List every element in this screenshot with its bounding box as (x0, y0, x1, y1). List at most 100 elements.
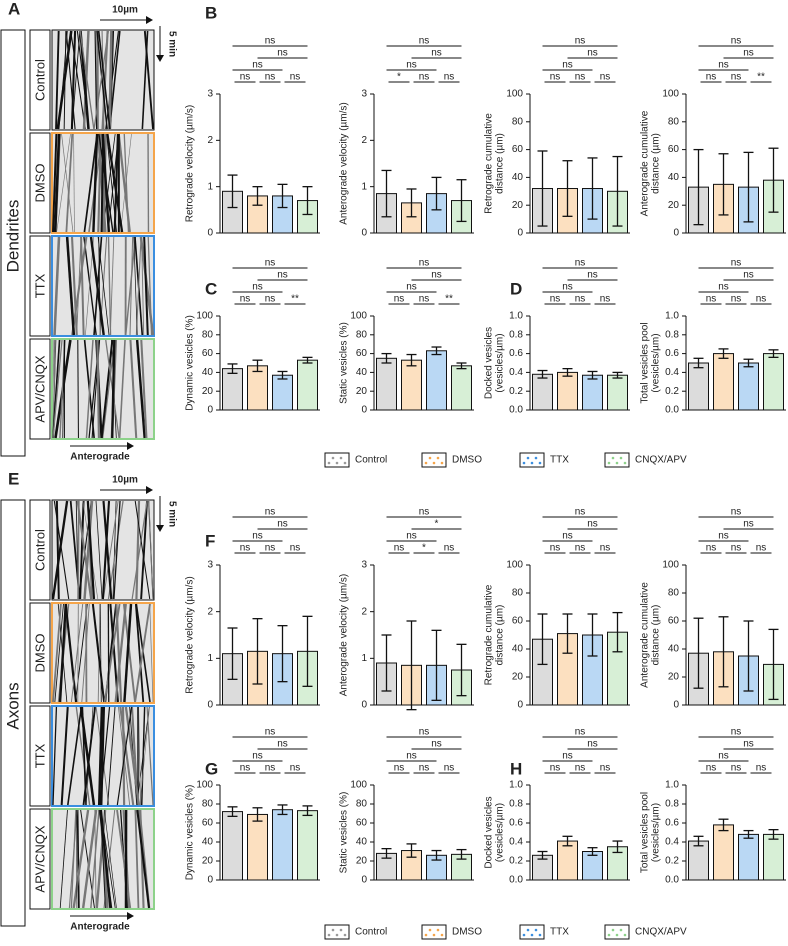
y-tick-label: 0 (517, 700, 523, 711)
error-bar (431, 849, 442, 861)
y-tick-label: 80 (668, 588, 680, 599)
significance-label: ns (562, 60, 573, 71)
kymograph-trace (141, 706, 146, 806)
legend-dot (440, 461, 444, 465)
kymograph-trace (67, 706, 83, 806)
significance-label: ns (394, 543, 405, 554)
y-tick-label: 1 (361, 653, 367, 664)
kymograph-trace (62, 339, 65, 439)
y-tick-label: 60 (512, 616, 524, 627)
significance-label: ns (706, 294, 717, 305)
legend-dot (615, 461, 619, 465)
legend-dot (623, 461, 627, 465)
error-bar (431, 629, 442, 701)
error-bar (768, 829, 779, 840)
legend-swatch (604, 924, 630, 940)
y-tick-label: 20 (202, 386, 214, 397)
y-tick-label: 80 (356, 799, 368, 810)
significance-label: ns (575, 507, 586, 518)
kymograph-trace (73, 133, 75, 233)
error-bar (743, 151, 754, 223)
y-tick-label: 40 (512, 172, 524, 183)
kymograph-trace (83, 133, 98, 233)
legend-dot (534, 456, 538, 460)
significance-label: ns (431, 270, 442, 281)
kymograph-trace (136, 809, 151, 909)
y-axis-label: Anterograde cumulative (640, 110, 651, 216)
error-bar (252, 186, 263, 206)
significance-label: ns (252, 282, 263, 293)
kymograph-trace (96, 30, 108, 130)
kymograph-trace (70, 236, 78, 336)
significance-label: ns (419, 294, 430, 305)
kymograph-trace (102, 500, 119, 600)
error-bar (743, 358, 754, 368)
legend-dot (428, 928, 432, 932)
significance-label: ns (743, 739, 754, 750)
region-box (0, 499, 26, 927)
significance-label: ns (277, 48, 288, 59)
bar (247, 365, 268, 411)
arrow-head (146, 16, 153, 24)
error-bar (302, 186, 313, 216)
y-axis-label: Retrograde velocity (µm/s) (185, 576, 196, 693)
bar (532, 373, 553, 411)
significance-label: ns (406, 751, 417, 762)
significance-label: ns (756, 763, 767, 774)
y-tick-label: 0.6 (509, 818, 523, 829)
significance-label: ns (731, 507, 742, 518)
significance-label: ns (550, 543, 561, 554)
condition-box (29, 338, 51, 440)
significance-label: ns (731, 258, 742, 269)
significance-label: ns (444, 72, 455, 83)
significance-label: ns (265, 294, 276, 305)
y-tick-label: 1.0 (665, 780, 679, 791)
kymograph-trace (95, 809, 107, 909)
arrow-head (156, 55, 164, 62)
legend-dot (615, 933, 619, 937)
y-axis-label: Docked vesicles (484, 327, 495, 399)
condition-box (29, 29, 51, 131)
kymograph-trace (53, 133, 61, 233)
y-axis-label: (vesicles/µm) (495, 333, 506, 392)
y-tick-label: 0 (673, 228, 679, 239)
error-bar (406, 843, 417, 858)
kymograph-trace (55, 30, 60, 130)
legend-dot (526, 928, 530, 932)
kymograph-trace (64, 603, 78, 703)
legend-dot (339, 928, 343, 932)
legend-dot (611, 456, 615, 460)
condition-box (29, 235, 51, 337)
significance-label: ns (743, 48, 754, 59)
y-axis-label: Static vesicles (%) (339, 792, 350, 874)
error-bar (562, 835, 573, 847)
kymograph-trace (107, 706, 116, 806)
y-tick-label: 100 (662, 89, 679, 100)
legend-dot (335, 461, 339, 465)
legend-dot (432, 461, 436, 465)
kymograph-trace (97, 30, 111, 130)
panel-letter: E (8, 469, 19, 488)
legend-dot (530, 461, 534, 465)
y-tick-label: 80 (668, 116, 680, 127)
y-tick-label: 1 (207, 653, 213, 664)
kymograph-trace (107, 133, 120, 233)
significance-label: ** (757, 72, 765, 83)
bar (451, 365, 472, 411)
kymograph-trace (134, 500, 151, 600)
y-tick-label: 1 (361, 181, 367, 192)
significance-label: ns (394, 763, 405, 774)
error-bar (612, 155, 623, 227)
significance-label: ns (265, 72, 276, 83)
legend-dot (530, 933, 534, 937)
error-bar (302, 356, 313, 364)
y-tick-label: 20 (668, 672, 680, 683)
kymograph-trace (135, 500, 141, 600)
error-bar (612, 371, 623, 379)
significance-label: ns (265, 543, 276, 554)
bar (607, 374, 628, 411)
error-bar (277, 625, 288, 683)
significance-label: ns (756, 294, 767, 305)
y-tick-label: 0.2 (665, 386, 679, 397)
y-tick-label: 0.0 (665, 875, 679, 886)
